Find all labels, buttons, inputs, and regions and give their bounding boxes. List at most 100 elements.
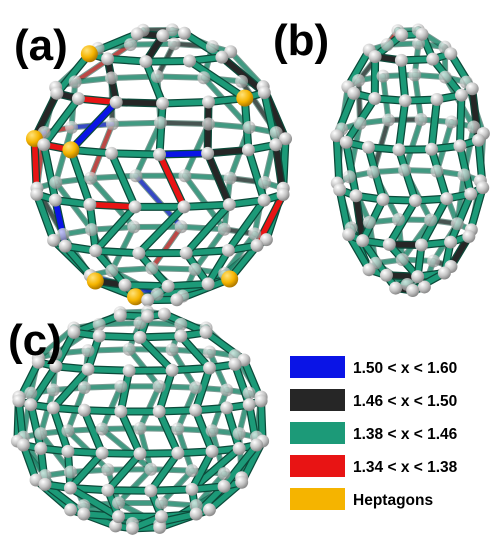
panel-a-bond bbox=[156, 150, 211, 158]
panel-a-bond bbox=[41, 95, 82, 148]
panel-c-bond bbox=[105, 451, 143, 494]
panel-a-atom bbox=[269, 138, 283, 152]
panel-b-atom bbox=[368, 50, 382, 64]
panel-a-bond bbox=[108, 150, 138, 210]
panel-b-bond bbox=[345, 231, 372, 273]
panel-a-atom bbox=[174, 220, 188, 234]
panel-b-atom bbox=[457, 168, 471, 182]
panel-b-atom bbox=[408, 194, 422, 208]
legend-label-black: 1.46 < x < 1.50 bbox=[353, 393, 457, 410]
panel-c-atom bbox=[101, 463, 115, 477]
panel-c-atom bbox=[92, 329, 106, 343]
bond-length-legend: 1.50 < x < 1.60 1.46 < x < 1.50 1.38 < x… bbox=[290, 356, 458, 510]
panel-a-atom bbox=[201, 117, 215, 131]
panel-c-bond bbox=[223, 405, 242, 452]
panel-c-atom bbox=[220, 401, 234, 415]
panel-c-atom bbox=[199, 325, 213, 339]
panel-c-bond bbox=[178, 333, 213, 371]
panel-a-atom bbox=[177, 26, 191, 40]
panel-b-atom bbox=[415, 27, 429, 41]
panel-c-atom bbox=[114, 379, 128, 393]
panel-b-bond bbox=[343, 139, 359, 199]
panel-c-bond bbox=[148, 467, 194, 473]
panel-b-atom bbox=[347, 86, 361, 100]
panel-c-atom bbox=[185, 464, 199, 478]
panel-a-bond bbox=[34, 191, 57, 244]
panel-a-atom bbox=[71, 92, 85, 106]
panel-b-bond bbox=[398, 57, 408, 104]
panel-a-bond bbox=[122, 282, 171, 289]
panel-a-atom bbox=[161, 279, 175, 293]
panel-c-bond bbox=[192, 407, 215, 455]
panel-a-atom bbox=[145, 261, 159, 275]
panel-c-bond bbox=[100, 426, 153, 472]
panel-c-bond bbox=[137, 334, 175, 373]
panel-b-atom bbox=[333, 183, 347, 197]
panel-a-atom bbox=[258, 176, 272, 190]
panel-b-atom bbox=[424, 213, 438, 227]
panel-c-atom bbox=[152, 404, 166, 418]
panel-a-atom bbox=[235, 74, 249, 88]
panel-c-atom bbox=[165, 343, 179, 357]
panel-a-atom bbox=[156, 96, 170, 110]
panel-a-atom bbox=[250, 239, 264, 253]
panel-c-atom bbox=[46, 401, 60, 415]
panel-a-bond bbox=[109, 266, 154, 273]
panel-c-atom bbox=[63, 481, 77, 495]
panel-b-atom bbox=[381, 113, 395, 127]
panel-c-atom bbox=[171, 422, 185, 436]
panel-a-atom bbox=[132, 246, 146, 260]
panel-a-atom bbox=[129, 169, 143, 183]
panel-c-atom bbox=[189, 381, 203, 395]
panel-b-bond bbox=[457, 92, 465, 149]
panel-a-bond bbox=[204, 147, 252, 157]
panel-a-atom bbox=[156, 29, 170, 43]
panel-b-atom bbox=[453, 139, 467, 153]
panel-a-atom bbox=[101, 52, 115, 66]
panel-c-bond bbox=[189, 448, 215, 493]
legend-label-blue: 1.50 < x < 1.60 bbox=[353, 360, 457, 377]
panel-a-bond bbox=[68, 147, 93, 208]
panel-a: (a) bbox=[14, 21, 293, 307]
panel-c-atom bbox=[202, 503, 216, 517]
panel-b-atom bbox=[389, 281, 403, 295]
panel-a-heptagon-atom bbox=[80, 45, 98, 63]
panel-c-atom bbox=[144, 462, 158, 476]
panel-a-bond bbox=[54, 51, 93, 97]
legend-swatch-green bbox=[290, 422, 345, 444]
panel-c-atom bbox=[61, 444, 75, 458]
panel-a-atom bbox=[276, 187, 290, 201]
panel-a-atom bbox=[30, 187, 44, 201]
panel-b-atom bbox=[353, 116, 367, 130]
panel-c-atom bbox=[141, 309, 155, 323]
panel-c-atom bbox=[220, 383, 234, 397]
panel-c: (c) bbox=[8, 305, 270, 535]
panel-a-atom bbox=[150, 287, 164, 301]
panel-a-atom bbox=[223, 171, 237, 185]
panel-a-atom bbox=[259, 233, 273, 247]
panel-a-atom bbox=[179, 246, 193, 260]
panel-c-bond bbox=[137, 333, 184, 341]
panel-a-atom bbox=[257, 86, 271, 100]
panel-c-bond bbox=[67, 485, 122, 520]
panel-b-atom bbox=[408, 68, 422, 82]
panel-b-atom bbox=[444, 47, 458, 61]
panel-a-atom bbox=[141, 293, 155, 307]
panel-a-bond bbox=[110, 120, 163, 126]
panel-a-bond bbox=[156, 151, 187, 210]
panel-c-bond bbox=[96, 333, 143, 341]
panel-b-atom bbox=[417, 280, 431, 294]
panel-a-atom bbox=[84, 171, 98, 185]
panel-a-bond bbox=[92, 204, 138, 254]
panel-a-atom bbox=[89, 244, 103, 258]
panel-c-atom bbox=[112, 510, 126, 524]
panel-c-atom bbox=[242, 386, 256, 400]
panel-c-atom bbox=[77, 403, 91, 417]
panel-c-atom bbox=[144, 484, 158, 498]
panel-a-atom bbox=[201, 277, 215, 291]
panel-c-atom bbox=[165, 363, 179, 377]
panel-b-atom bbox=[366, 165, 380, 179]
panel-a-atom bbox=[130, 27, 144, 41]
panel-b-atom bbox=[398, 163, 412, 177]
